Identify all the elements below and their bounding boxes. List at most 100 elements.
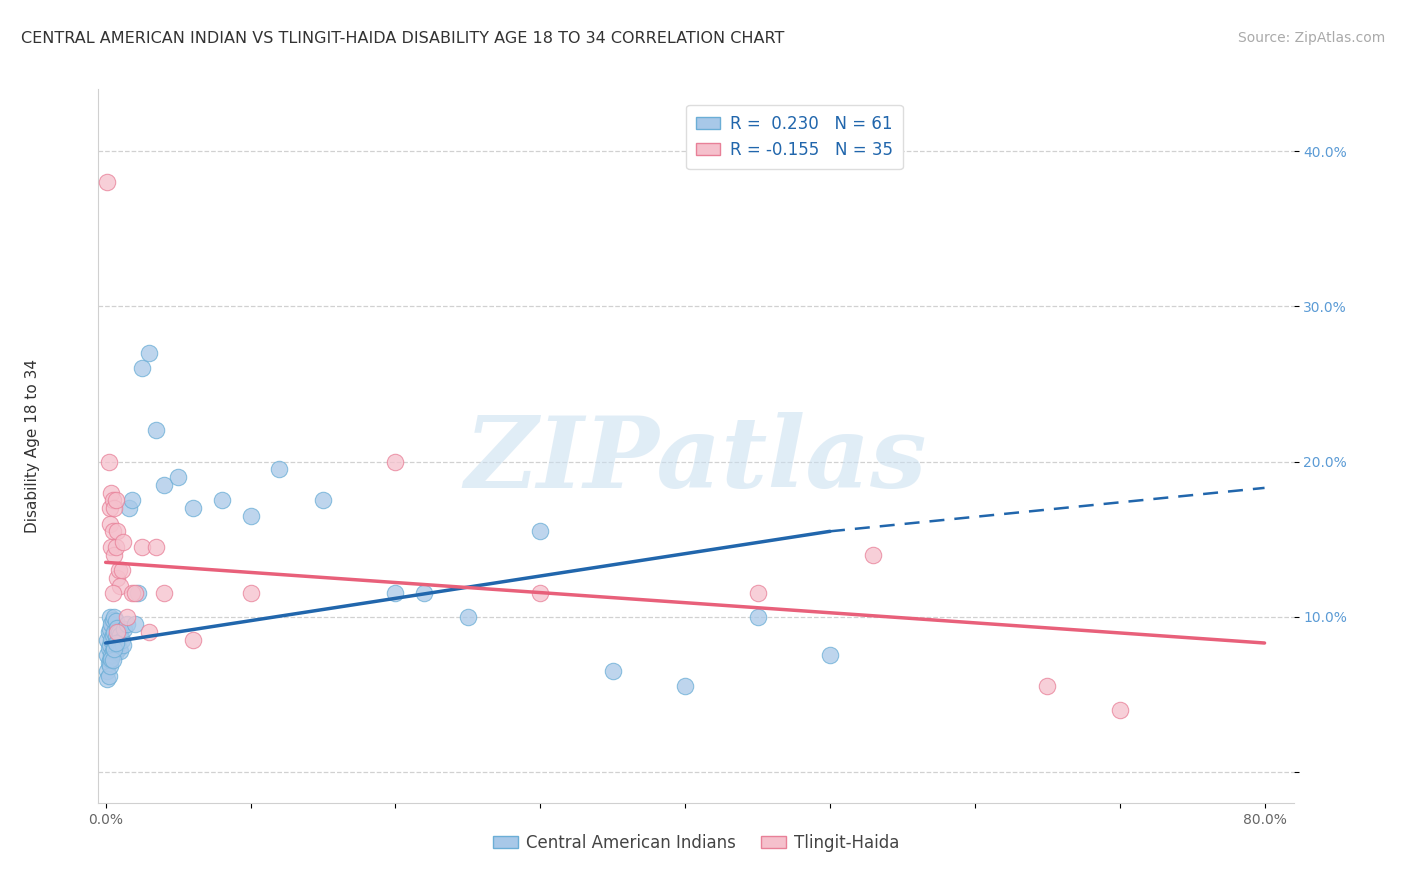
Point [103, 640, 125, 655]
Point [101, 613, 124, 627]
Point [124, 617, 146, 632]
Point [96, 672, 118, 686]
Point [131, 361, 153, 376]
Point [529, 524, 551, 539]
Legend: Central American Indians, Tlingit-Haida: Central American Indians, Tlingit-Haida [486, 828, 905, 859]
Point [105, 524, 128, 539]
Point [96, 648, 118, 663]
Point [97, 668, 120, 682]
Point [100, 540, 122, 554]
Point [181, 632, 204, 647]
Point [104, 615, 127, 629]
Point [101, 493, 124, 508]
Point [124, 586, 146, 600]
Point [105, 620, 128, 634]
Point [112, 535, 135, 549]
Point [98, 609, 121, 624]
Point [117, 617, 139, 632]
Point [312, 493, 335, 508]
Point [107, 640, 129, 655]
Point [101, 524, 124, 539]
Point [108, 628, 131, 642]
Point [98, 516, 121, 531]
Point [121, 586, 143, 600]
Point [103, 625, 125, 640]
Point [100, 648, 122, 663]
Point [118, 501, 141, 516]
Point [152, 586, 174, 600]
Point [110, 632, 132, 647]
Point [818, 648, 841, 663]
Point [108, 579, 131, 593]
Point [384, 586, 406, 600]
Point [103, 501, 125, 516]
Point [97, 640, 120, 655]
Point [138, 625, 160, 640]
Point [1108, 703, 1130, 717]
Point [529, 586, 551, 600]
Point [104, 493, 127, 508]
Point [131, 540, 153, 554]
Point [181, 501, 204, 516]
Point [673, 680, 696, 694]
Point [747, 609, 769, 624]
Point [239, 508, 262, 523]
Point [112, 638, 135, 652]
Point [100, 617, 122, 632]
Point [413, 586, 436, 600]
Point [100, 485, 122, 500]
Point [96, 664, 118, 678]
Point [101, 586, 124, 600]
Point [167, 470, 190, 484]
Point [747, 586, 769, 600]
Point [96, 175, 118, 189]
Text: CENTRAL AMERICAN INDIAN VS TLINGIT-HAIDA DISABILITY AGE 18 TO 34 CORRELATION CHA: CENTRAL AMERICAN INDIAN VS TLINGIT-HAIDA… [21, 31, 785, 46]
Point [121, 493, 143, 508]
Point [211, 493, 233, 508]
Point [602, 664, 624, 678]
Point [862, 548, 884, 562]
Point [105, 625, 128, 640]
Point [101, 628, 124, 642]
Point [103, 609, 125, 624]
Point [110, 563, 132, 577]
Point [97, 454, 120, 468]
Point [239, 586, 262, 600]
Point [98, 501, 121, 516]
Point [98, 638, 121, 652]
Point [104, 540, 127, 554]
Point [117, 609, 139, 624]
Point [100, 632, 122, 647]
Point [103, 548, 125, 562]
Point [152, 477, 174, 491]
Point [101, 653, 124, 667]
Point [108, 644, 131, 658]
Text: Source: ZipAtlas.com: Source: ZipAtlas.com [1237, 31, 1385, 45]
Point [101, 644, 124, 658]
Point [145, 424, 167, 438]
Point [457, 609, 479, 624]
Point [105, 571, 128, 585]
Point [98, 653, 121, 667]
Point [100, 651, 122, 665]
Point [104, 630, 127, 644]
Point [1036, 680, 1059, 694]
Point [107, 563, 129, 577]
Text: ZIPatlas: ZIPatlas [465, 412, 927, 508]
Point [145, 540, 167, 554]
Text: Disability Age 18 to 34: Disability Age 18 to 34 [25, 359, 41, 533]
Point [104, 636, 127, 650]
Point [104, 645, 127, 659]
Point [98, 659, 121, 673]
Point [98, 622, 121, 636]
Point [97, 656, 120, 670]
Point [114, 622, 136, 636]
Point [384, 454, 406, 468]
Point [269, 462, 291, 476]
Point [97, 625, 120, 640]
Point [127, 586, 149, 600]
Point [96, 632, 118, 647]
Point [107, 625, 129, 640]
Point [103, 642, 125, 657]
Point [138, 346, 160, 360]
